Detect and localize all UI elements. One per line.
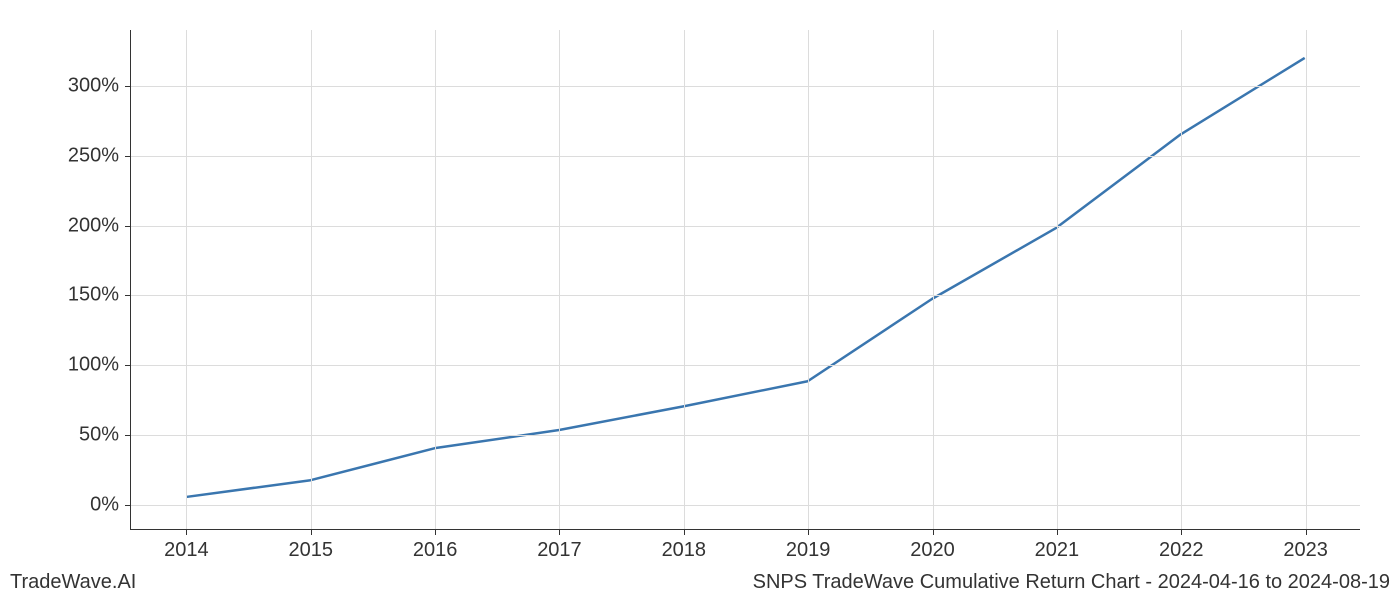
plot-area: 0%50%100%150%200%250%300%201420152016201…	[130, 30, 1360, 530]
footer-right-text: SNPS TradeWave Cumulative Return Chart -…	[753, 571, 1390, 594]
x-tick-mark	[1057, 529, 1058, 535]
grid-line-vertical	[1306, 30, 1307, 529]
x-tick-label: 2018	[662, 539, 707, 562]
grid-line-vertical	[311, 30, 312, 529]
x-tick-label: 2019	[786, 539, 831, 562]
y-tick-label: 150%	[68, 284, 119, 307]
data-line-svg	[131, 30, 1360, 529]
grid-line-horizontal	[131, 295, 1360, 296]
x-tick-mark	[684, 529, 685, 535]
y-tick-mark	[125, 505, 131, 506]
grid-line-horizontal	[131, 226, 1360, 227]
x-tick-label: 2020	[910, 539, 955, 562]
y-tick-mark	[125, 156, 131, 157]
grid-line-vertical	[808, 30, 809, 529]
x-tick-mark	[311, 529, 312, 535]
grid-line-horizontal	[131, 435, 1360, 436]
y-tick-mark	[125, 295, 131, 296]
grid-line-vertical	[933, 30, 934, 529]
x-tick-label: 2021	[1035, 539, 1080, 562]
data-series-line	[186, 58, 1304, 497]
x-tick-mark	[186, 529, 187, 535]
x-tick-mark	[435, 529, 436, 535]
x-tick-mark	[933, 529, 934, 535]
x-tick-label: 2015	[288, 539, 333, 562]
y-tick-label: 0%	[90, 493, 119, 516]
y-tick-label: 50%	[79, 424, 119, 447]
y-tick-label: 250%	[68, 144, 119, 167]
grid-line-vertical	[684, 30, 685, 529]
x-tick-label: 2022	[1159, 539, 1204, 562]
x-tick-label: 2017	[537, 539, 582, 562]
y-tick-label: 100%	[68, 354, 119, 377]
y-tick-label: 200%	[68, 214, 119, 237]
x-tick-mark	[1306, 529, 1307, 535]
y-tick-label: 300%	[68, 74, 119, 97]
x-tick-mark	[808, 529, 809, 535]
x-tick-mark	[1181, 529, 1182, 535]
y-tick-mark	[125, 86, 131, 87]
x-tick-label: 2014	[164, 539, 209, 562]
grid-line-vertical	[559, 30, 560, 529]
grid-line-horizontal	[131, 365, 1360, 366]
x-tick-label: 2023	[1283, 539, 1328, 562]
x-tick-label: 2016	[413, 539, 458, 562]
grid-line-vertical	[186, 30, 187, 529]
y-tick-mark	[125, 226, 131, 227]
grid-line-horizontal	[131, 156, 1360, 157]
grid-line-vertical	[435, 30, 436, 529]
grid-line-vertical	[1057, 30, 1058, 529]
x-tick-mark	[559, 529, 560, 535]
grid-line-horizontal	[131, 505, 1360, 506]
y-tick-mark	[125, 365, 131, 366]
grid-line-vertical	[1181, 30, 1182, 529]
chart-container: 0%50%100%150%200%250%300%201420152016201…	[130, 30, 1360, 530]
footer-left-text: TradeWave.AI	[10, 571, 136, 594]
y-tick-mark	[125, 435, 131, 436]
grid-line-horizontal	[131, 86, 1360, 87]
